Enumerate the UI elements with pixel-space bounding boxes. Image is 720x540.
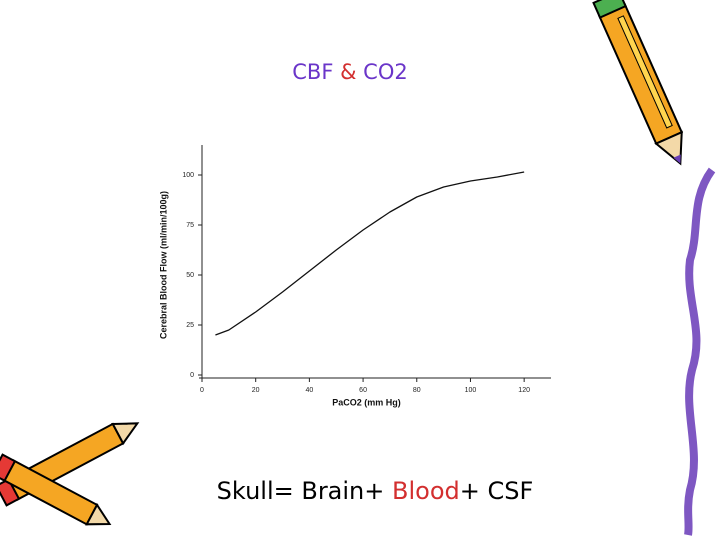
y-tick-label: 50 (186, 272, 194, 279)
plot: 0 25 50 75 100 0 20 40 60 80 100 120 PaCO2 (mm Hg) Ce… (158, 145, 551, 407)
y-tick-label: 25 (186, 322, 194, 329)
squiggle-right (684, 167, 716, 536)
x-axis-label: PaCO2 (mm Hg) (332, 397, 401, 407)
x-tick-label: 20 (252, 387, 260, 394)
caption-part: + CSF (460, 477, 534, 505)
title-part: & (340, 60, 356, 84)
y-tick-label: 75 (186, 222, 194, 229)
title-part: CBF (292, 60, 333, 84)
data-line (215, 171, 525, 336)
x-tick-label: 80 (413, 387, 421, 394)
x-tick-label: 100 (465, 387, 477, 394)
y-tick-label: 100 (182, 172, 194, 179)
title-part: CO2 (363, 60, 408, 84)
y-axis-label: Cerebral Blood Flow (ml/min/100g) (158, 191, 168, 339)
caption-part: Skull= Brain+ (217, 477, 385, 505)
y-tick-label: 0 (190, 372, 194, 379)
pencil-top-right (592, 0, 684, 166)
pencil-bottom-left-2 (0, 453, 112, 526)
caption: Skull= Brain+ Blood+ CSF (217, 477, 534, 505)
caption-part: Blood (392, 477, 460, 505)
x-tick-label: 60 (359, 387, 367, 394)
x-tick-label: 0 (200, 387, 204, 394)
slide-title: CBF & CO2 (292, 60, 407, 84)
x-tick-label: 40 (305, 387, 313, 394)
x-tick-label: 120 (518, 387, 530, 394)
